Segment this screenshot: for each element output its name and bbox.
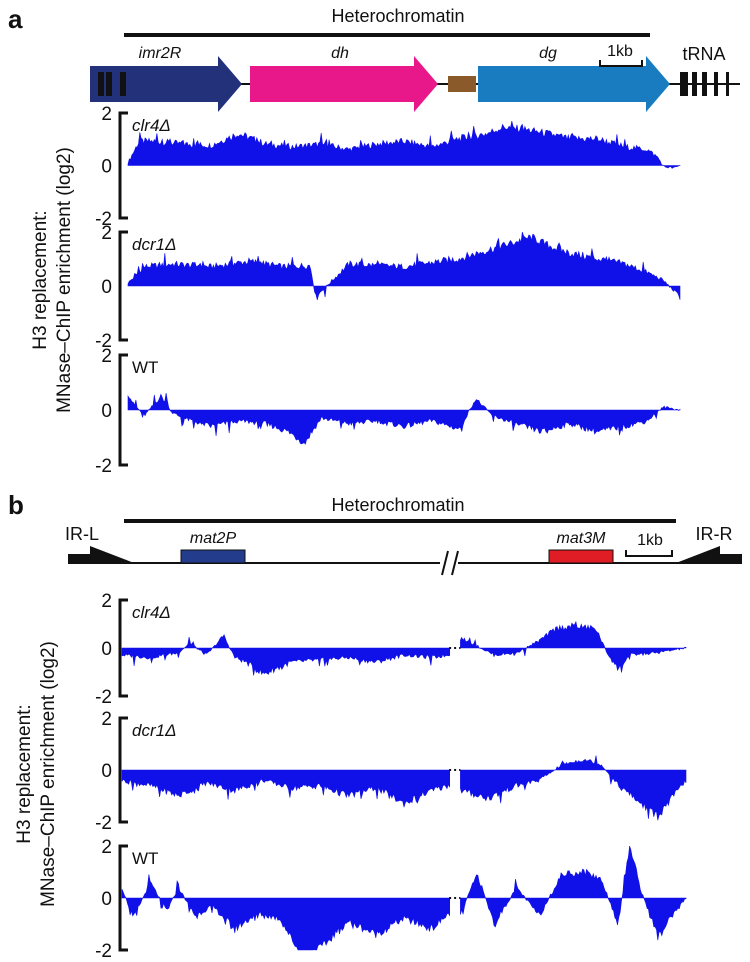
ir-left-element [68,546,134,563]
mat2P-element [180,549,246,564]
track-wt: 2 0 -2 WT [95,837,687,962]
y-axis-dcr1 [118,230,128,342]
y-tick-label: 2 [101,223,112,244]
y-tick-label: 0 [101,889,112,910]
track-dcr1: 2 0 -2 dcr1Δ [95,709,687,834]
trna-mark-1 [680,72,688,96]
y-tick-label: 2 [101,104,112,125]
y-tick-label: -2 [95,941,112,962]
y-tick-label: 0 [101,639,112,660]
signal-area-wt-part2 [460,845,687,941]
y-tick-label: 2 [101,346,112,367]
imr2R-mark-3 [120,72,126,96]
series-name-dcr1: dcr1Δ [132,721,176,740]
y-tick-label: 2 [101,837,112,858]
trna-mark-4 [714,72,718,96]
y-tick-label: 0 [101,401,112,422]
imr2R-mark-1 [98,72,104,96]
panel-a-ylabel-line2: MNase–ChIP enrichment (log2) [54,147,75,413]
trna-mark-2 [692,72,697,96]
y-tick-label: 0 [101,277,112,298]
signal-area-clr4-part1 [121,634,450,676]
series-name-clr4: clr4Δ [132,603,171,622]
mat3M-element [548,549,614,564]
panel-b-letter: b [8,490,24,520]
track-clr4: 2 0 -2 clr4Δ [95,591,687,708]
y-tick-label: 0 [101,157,112,178]
y-axis-dcr1 [118,716,128,824]
series-name-wt: WT [132,358,158,377]
y-tick-label: -2 [95,687,112,708]
panel-b-ylabel-line1: H3 replacement: [14,704,35,843]
track-clr4: 2 0 -2 clr4Δ [95,104,681,230]
y-tick-label: -2 [95,331,112,352]
break-mark-1 [441,550,449,576]
trna-mark-5 [726,72,729,96]
panel-b-scale-label: 1kb [637,532,663,549]
y-axis-clr4 [118,111,128,220]
dg-label: dg [539,45,557,62]
dh-element [250,56,438,112]
series-name-dcr1: dcr1Δ [132,235,176,254]
imr2R-label: imr2R [139,45,182,62]
ir-right-label: IR-R [696,524,733,544]
trna-mark-3 [702,72,707,96]
signal-area-dcr1-part1 [121,769,450,808]
signal-area-dcr1 [127,231,681,300]
y-tick-label: 0 [101,761,112,782]
dg-element [478,56,670,112]
signal-area-dcr1-part2 [460,755,687,821]
panel-b-ylabel-line2: MNase–ChIP enrichment (log2) [38,641,59,907]
panel-a-letter: a [8,4,23,34]
break-mark-2 [451,550,459,576]
y-tick-label: 2 [101,709,112,730]
panel-a-heterochromatin-title: Heterochromatin [331,6,464,26]
imr2R-element [90,56,242,112]
signal-area-clr4-part2 [460,620,687,673]
panel-a-tracks: 2 0 -2 clr4Δ 2 0 -2 dcr1Δ 2 0 -2 WT [95,104,681,477]
panel-b-heterochromatin-title: Heterochromatin [331,495,464,515]
panel-a-ylabel-line1: H3 replacement: [30,210,51,349]
y-tick-label: -2 [95,209,112,230]
y-tick-label: -2 [95,813,112,834]
y-axis-clr4 [118,598,128,698]
panel-b-scale-bracket [625,550,673,557]
signal-area-wt [127,392,681,445]
series-name-wt: WT [132,849,158,868]
y-axis-wt [118,353,128,467]
imr2R-mark-2 [106,72,112,96]
panel-a-scale-bracket [599,60,643,67]
y-tick-label: 2 [101,591,112,612]
panel-b-tracks: 2 0 -2 clr4Δ 2 0 -2 dcr1Δ 2 0 -2 WT [95,591,687,962]
trna-label: tRNA [682,44,725,64]
track-dcr1: 2 0 -2 dcr1Δ [95,223,681,352]
signal-area-clr4 [127,121,681,169]
panel-a-scale-label: 1kb [607,43,633,60]
dh-label: dh [331,45,349,62]
ir-right-element [676,546,742,563]
linker-element [448,76,476,92]
series-name-clr4: clr4Δ [132,116,171,135]
signal-area-wt-part1 [121,874,450,951]
ir-left-label: IR-L [65,524,99,544]
mat2P-label: mat2P [190,530,237,547]
track-wt: 2 0 -2 WT [95,346,681,477]
y-tick-label: -2 [95,456,112,477]
mat3M-label: mat3M [557,530,607,547]
y-axis-wt [118,844,128,952]
